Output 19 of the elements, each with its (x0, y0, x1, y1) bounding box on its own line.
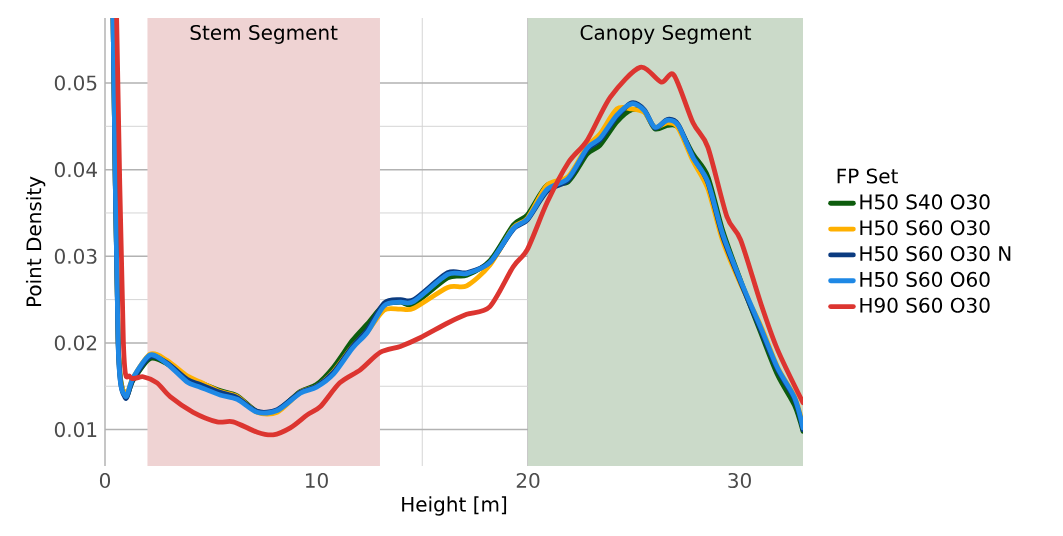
legend-label: H50 S40 O30 (860, 194, 990, 210)
band-label: Stem Segment (190, 24, 338, 44)
legend-label: H90 S60 O30 (860, 297, 990, 313)
x-tick-label: 10 (305, 472, 328, 489)
y-tick-label: 0.05 (54, 75, 97, 91)
legend-label: H50 S60 O30 (860, 220, 990, 236)
x-tick-label: 0 (99, 472, 111, 489)
y-tick-label: 0.02 (54, 335, 97, 351)
x-tick-label: 30 (728, 472, 751, 489)
y-axis-title: Point Density (25, 176, 46, 307)
x-tick-label: 20 (516, 472, 540, 489)
band-label: Canopy Segment (580, 24, 752, 44)
legend-title: FP Set (837, 168, 898, 184)
x-axis-title: Height [m] (402, 496, 507, 516)
legend-label: H50 S60 O30 N (860, 246, 1011, 262)
y-tick-label: 0.04 (54, 162, 97, 178)
y-tick-label: 0.01 (54, 422, 97, 438)
legend-label: H50 S60 O60 (860, 271, 990, 287)
y-tick-label: 0.03 (54, 248, 97, 264)
